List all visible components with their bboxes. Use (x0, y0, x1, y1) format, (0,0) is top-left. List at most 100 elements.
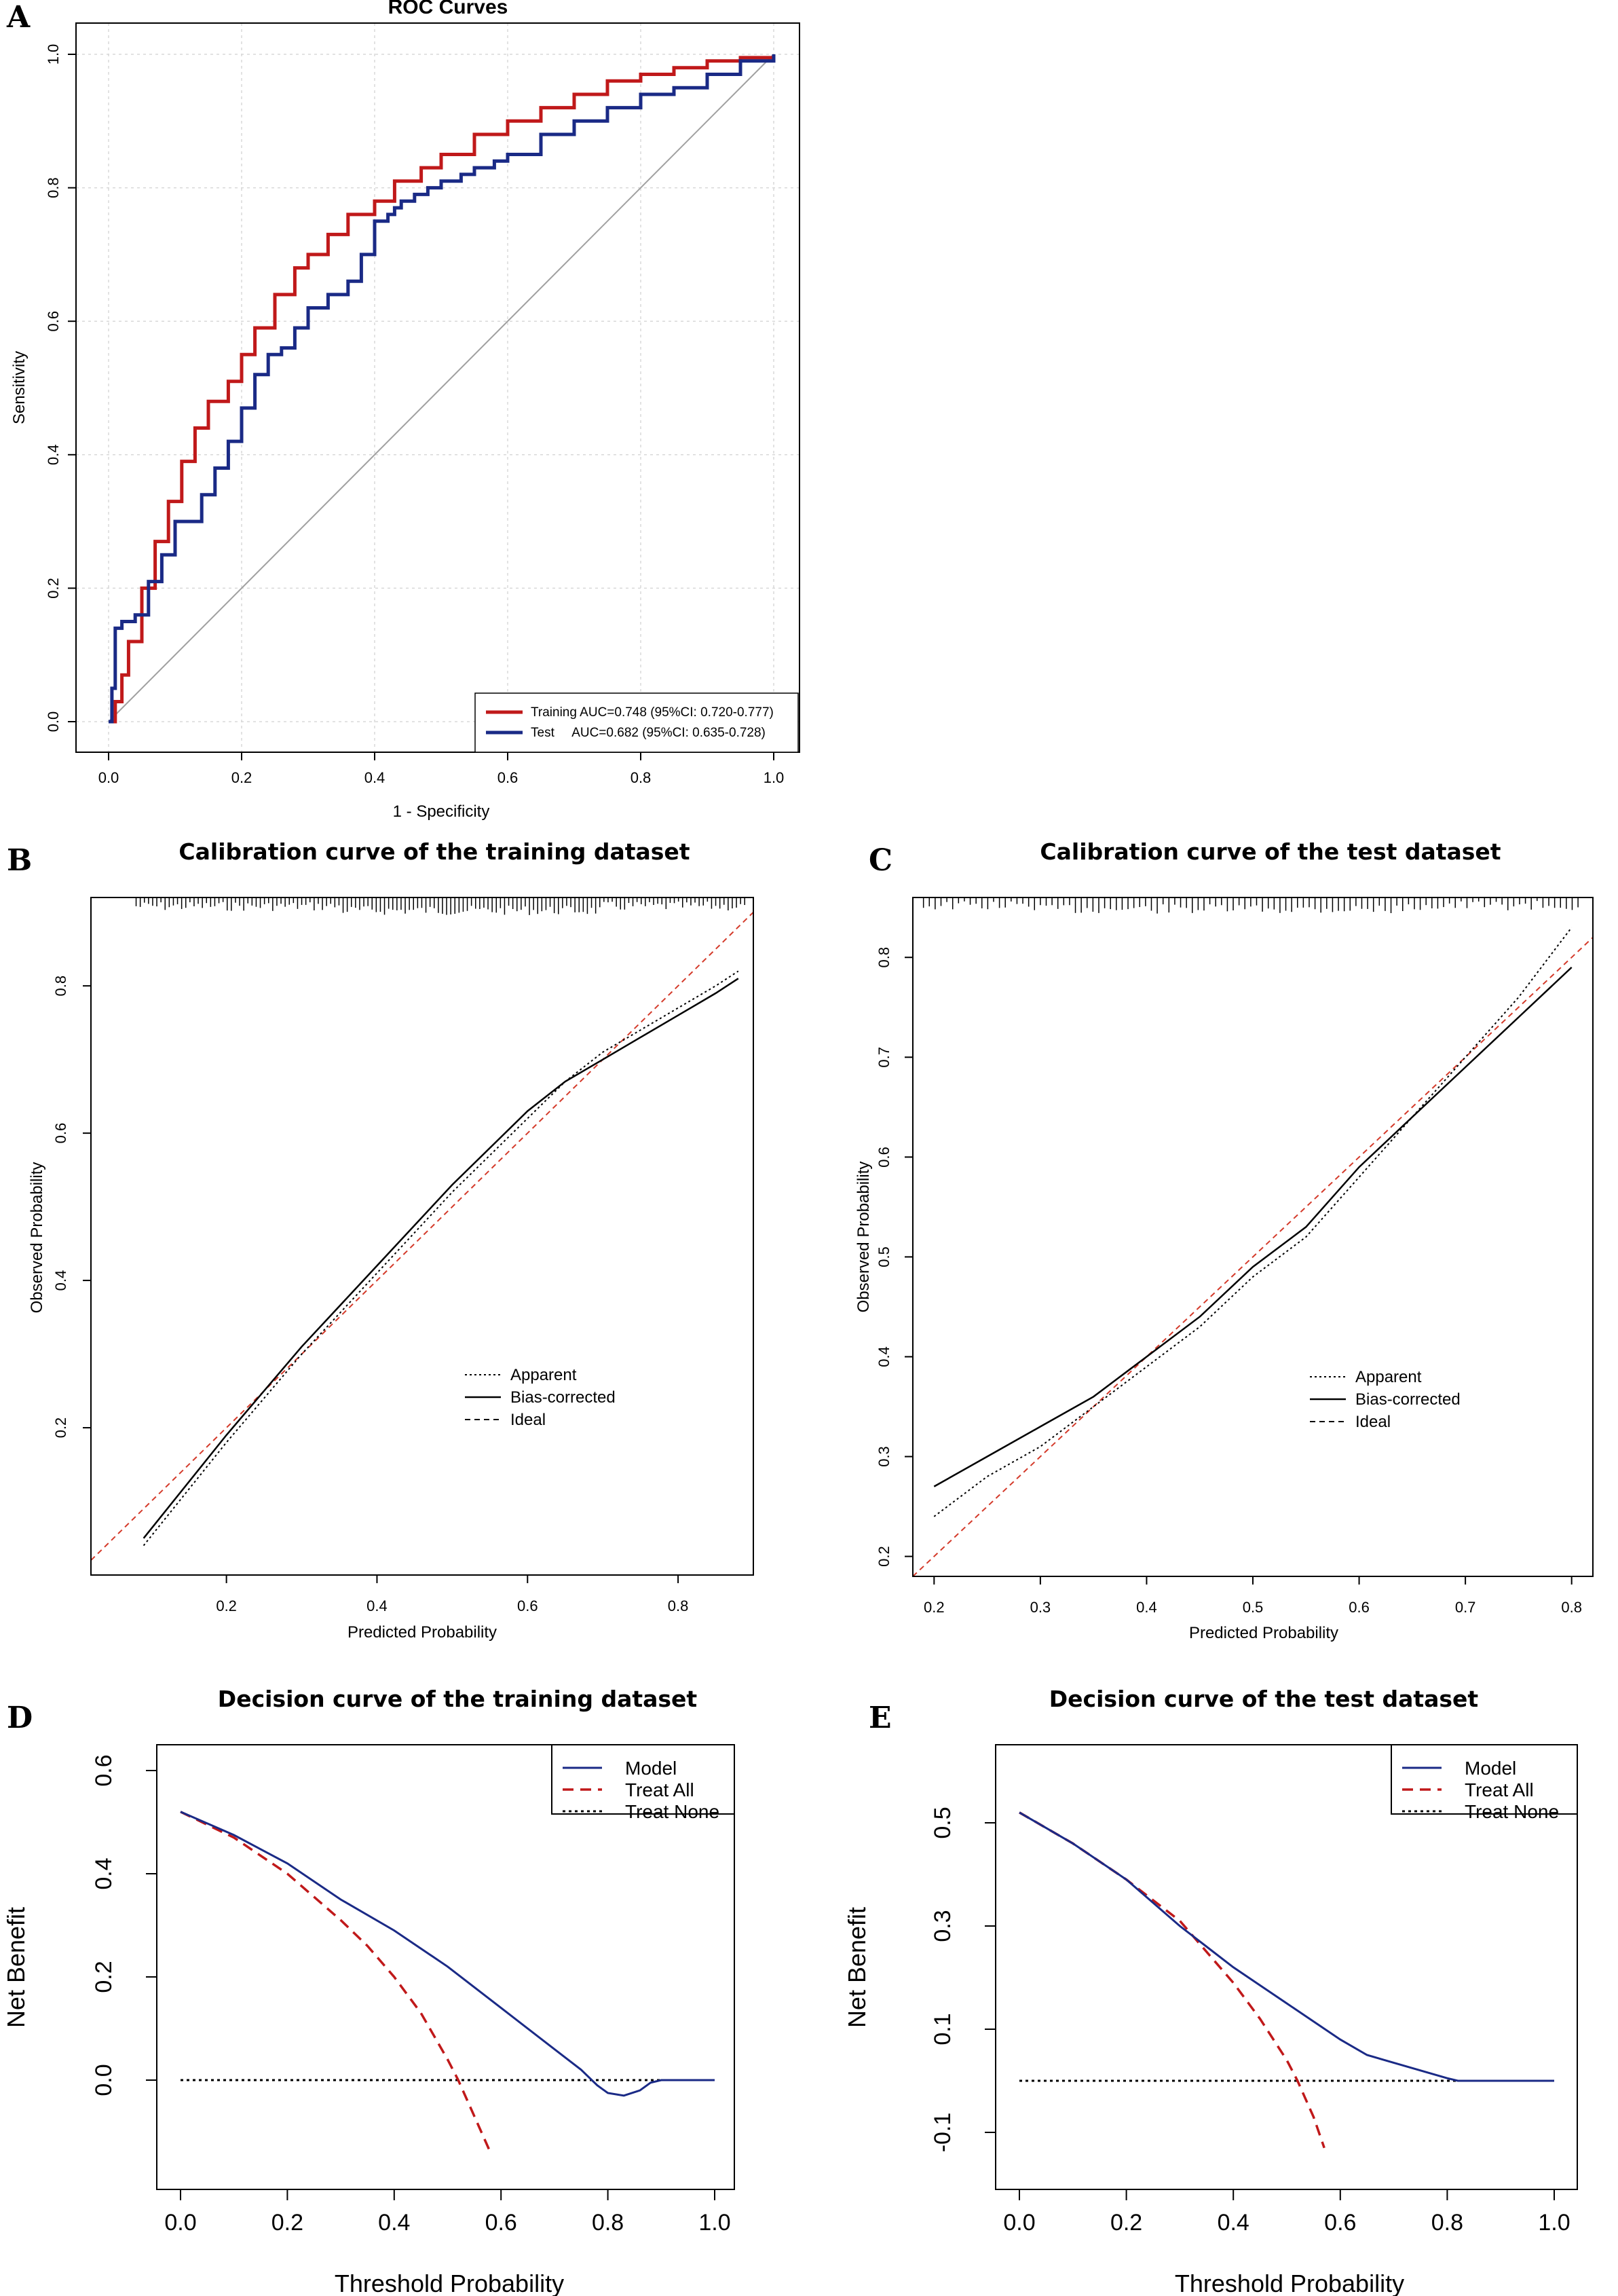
decision-training-x-tick-label: 1.0 (698, 2210, 730, 2236)
decision-training-x-ticks: 0.0 0.2 0.4 0.6 0.8 1.0 (164, 2189, 731, 2236)
roc-x-tick-label: 0.4 (364, 769, 385, 786)
calibration-training-y-tick-label: 0.6 (52, 1123, 69, 1144)
roc-diagonal (108, 54, 774, 722)
decision-test-x-label: Threshold Probability (1175, 2270, 1404, 2296)
decision-test-title: Decision curve of the test dataset (1049, 1686, 1479, 1712)
panel-letter-b: B (7, 843, 32, 878)
calibration-training-x-tick-label: 0.6 (517, 1597, 538, 1614)
roc-legend-test: Test AUC=0.682 (95%CI: 0.635-0.728) (531, 726, 766, 740)
calibration-test-y-tick-label: 0.4 (876, 1346, 892, 1367)
decision-training-y-ticks: 0.0 0.2 0.4 0.6 (91, 1754, 157, 2096)
roc-chart: ROC Curves 0.0 0.2 0.4 0.6 0.8 1.0 0.00.20.40… (10, 0, 800, 821)
calibration-training-x-tick-label: 0.2 (216, 1597, 237, 1614)
decision-test-y-tick-label: -0.1 (930, 2113, 956, 2153)
decision-test-x-tick-label: 0.4 (1218, 2210, 1249, 2236)
roc-x-tick-label: 1.0 (764, 769, 785, 786)
calibration-training-apparent-line (143, 970, 739, 1547)
decision-training-y-tick-label: 0.4 (91, 1857, 117, 1889)
decision-training-frame (156, 1744, 735, 2190)
decision-training-x-tick-label: 0.0 (164, 2210, 196, 2236)
decision-training-x-label: Threshold Probability (335, 2270, 564, 2296)
panel-letter-c: C (869, 843, 892, 878)
decision-training-legend-treat-all: Treat All (625, 1779, 694, 1800)
calibration-test-x-label: Predicted Probability (1189, 1624, 1338, 1642)
decision-test-x-tick-label: 0.2 (1110, 2210, 1142, 2236)
calibration-test-bias-corrected-line (933, 966, 1573, 1487)
calibration-test-y-ticks: 0.2 0.3 0.4 0.5 0.6 0.7 0.8 (876, 947, 913, 1567)
calibration-training-rug (135, 897, 745, 915)
roc-y-tick-label: 0.2 (45, 578, 62, 599)
calibration-test-title: Calibration curve of the test dataset (1040, 838, 1501, 865)
decision-training-y-tick-label: 0.6 (91, 1754, 117, 1786)
roc-y-tick-label: 0.8 (45, 177, 62, 198)
decision-test-y-tick-label: 0.5 (930, 1807, 956, 1838)
decision-training-treat-all-line (180, 1811, 492, 2153)
decision-training-x-tick-label: 0.2 (271, 2210, 303, 2236)
calibration-training-title: Calibration curve of the training datase… (178, 838, 690, 865)
decision-training-legend: Model Treat All Treat None (551, 1744, 735, 1822)
decision-training-legend-treat-none: Treat None (625, 1801, 719, 1822)
roc-y-tick-label: 0.6 (45, 311, 62, 332)
decision-training-y-tick-label: 0.0 (91, 2064, 117, 2096)
roc-test-line (109, 54, 776, 724)
decision-test-y-tick-label: 0.3 (930, 1910, 956, 1942)
roc-frame (75, 22, 800, 753)
decision-training-x-tick-label: 0.6 (485, 2210, 517, 2236)
roc-legend: Training AUC=0.748 (95%CI: 0.720-0.777) … (474, 692, 799, 753)
decision-test-y-label: Net Benefit (843, 1907, 871, 2028)
roc-x-ticks: 0.0 0.2 0.4 0.6 0.8 1.0 (98, 752, 785, 786)
calibration-training-y-label: Observed Probability (28, 1162, 46, 1314)
calibration-test-x-tick-label: 0.3 (1030, 1599, 1051, 1616)
decision-test-legend-treat-none: Treat None (1465, 1801, 1559, 1822)
decision-test-legend-box (1391, 1744, 1578, 1815)
calibration-test-legend: Apparent Bias-corrected Ideal (1310, 1368, 1461, 1431)
calibration-test-x-tick-label: 0.6 (1349, 1599, 1370, 1616)
roc-y-tick-label: 0.4 (45, 445, 62, 466)
roc-x-label: 1 - Specificity (393, 802, 490, 821)
calibration-test-y-tick-label: 0.7 (876, 1047, 892, 1068)
calibration-test-frame (912, 897, 1594, 1577)
calibration-test-legend-apparent: Apparent (1355, 1368, 1422, 1386)
roc-legend-training: Training AUC=0.748 (95%CI: 0.720-0.777) (531, 705, 774, 720)
decision-training-y-tick-label: 0.2 (91, 1961, 117, 1993)
decision-test-legend-treat-all: Treat All (1465, 1779, 1534, 1800)
decision-test-x-tick-label: 1.0 (1538, 2210, 1570, 2236)
roc-legend-box (474, 692, 799, 753)
roc-title: ROC Curves (388, 0, 508, 18)
decision-test-y-ticks: -0.1 0.1 0.3 0.5 (930, 1807, 996, 2152)
roc-y-ticks: 0.0 0.2 0.4 0.6 0.8 1.0 (45, 44, 76, 732)
decision-test-x-tick-label: 0.6 (1324, 2210, 1356, 2236)
decision-training-title: Decision curve of the training dataset (218, 1686, 698, 1712)
calibration-test-rug (922, 897, 1579, 914)
calibration-training-x-tick-label: 0.4 (366, 1597, 388, 1614)
calibration-training-frame (90, 897, 754, 1576)
calibration-test-y-tick-label: 0.5 (876, 1246, 892, 1267)
decision-training-chart: Decision curve of the training dataset 0… (2, 1686, 735, 2296)
calibration-training-y-tick-label: 0.8 (52, 976, 69, 997)
decision-training-y-label: Net Benefit (2, 1907, 30, 2028)
calibration-training-legend-apparent: Apparent (510, 1366, 577, 1384)
calibration-test-y-tick-label: 0.3 (876, 1446, 892, 1467)
calibration-test-y-tick-label: 0.8 (876, 947, 892, 968)
calibration-test-legend-bias-corrected: Bias-corrected (1355, 1390, 1461, 1409)
decision-test-x-tick-label: 0.0 (1003, 2210, 1035, 2236)
decision-training-x-tick-label: 0.8 (592, 2210, 624, 2236)
calibration-test-legend-ideal: Ideal (1355, 1413, 1391, 1431)
calibration-test-y-tick-label: 0.2 (876, 1546, 892, 1567)
roc-training-line (109, 54, 776, 724)
calibration-training-y-tick-label: 0.4 (52, 1270, 69, 1291)
calibration-training-ideal-line (90, 911, 754, 1561)
calibration-test-x-ticks: 0.2 0.3 0.4 0.5 0.6 0.7 0.8 (924, 1576, 1582, 1616)
decision-test-y-tick-label: 0.1 (930, 2013, 956, 2045)
calibration-training-x-tick-label: 0.8 (668, 1597, 689, 1614)
calibration-test-y-tick-label: 0.6 (876, 1147, 892, 1168)
decision-training-legend-model: Model (625, 1758, 677, 1779)
calibration-training-x-ticks: 0.2 0.4 0.6 0.8 (216, 1575, 688, 1614)
calibration-training-legend-ideal: Ideal (510, 1411, 546, 1429)
panel-letter-d: D (7, 1701, 33, 1735)
calibration-training-bias-corrected-line (143, 978, 739, 1539)
calibration-test-apparent-line (933, 927, 1573, 1517)
calibration-test-x-tick-label: 0.8 (1561, 1599, 1582, 1616)
decision-test-chart: Decision curve of the test dataset 0.0 0.… (843, 1686, 1578, 2296)
